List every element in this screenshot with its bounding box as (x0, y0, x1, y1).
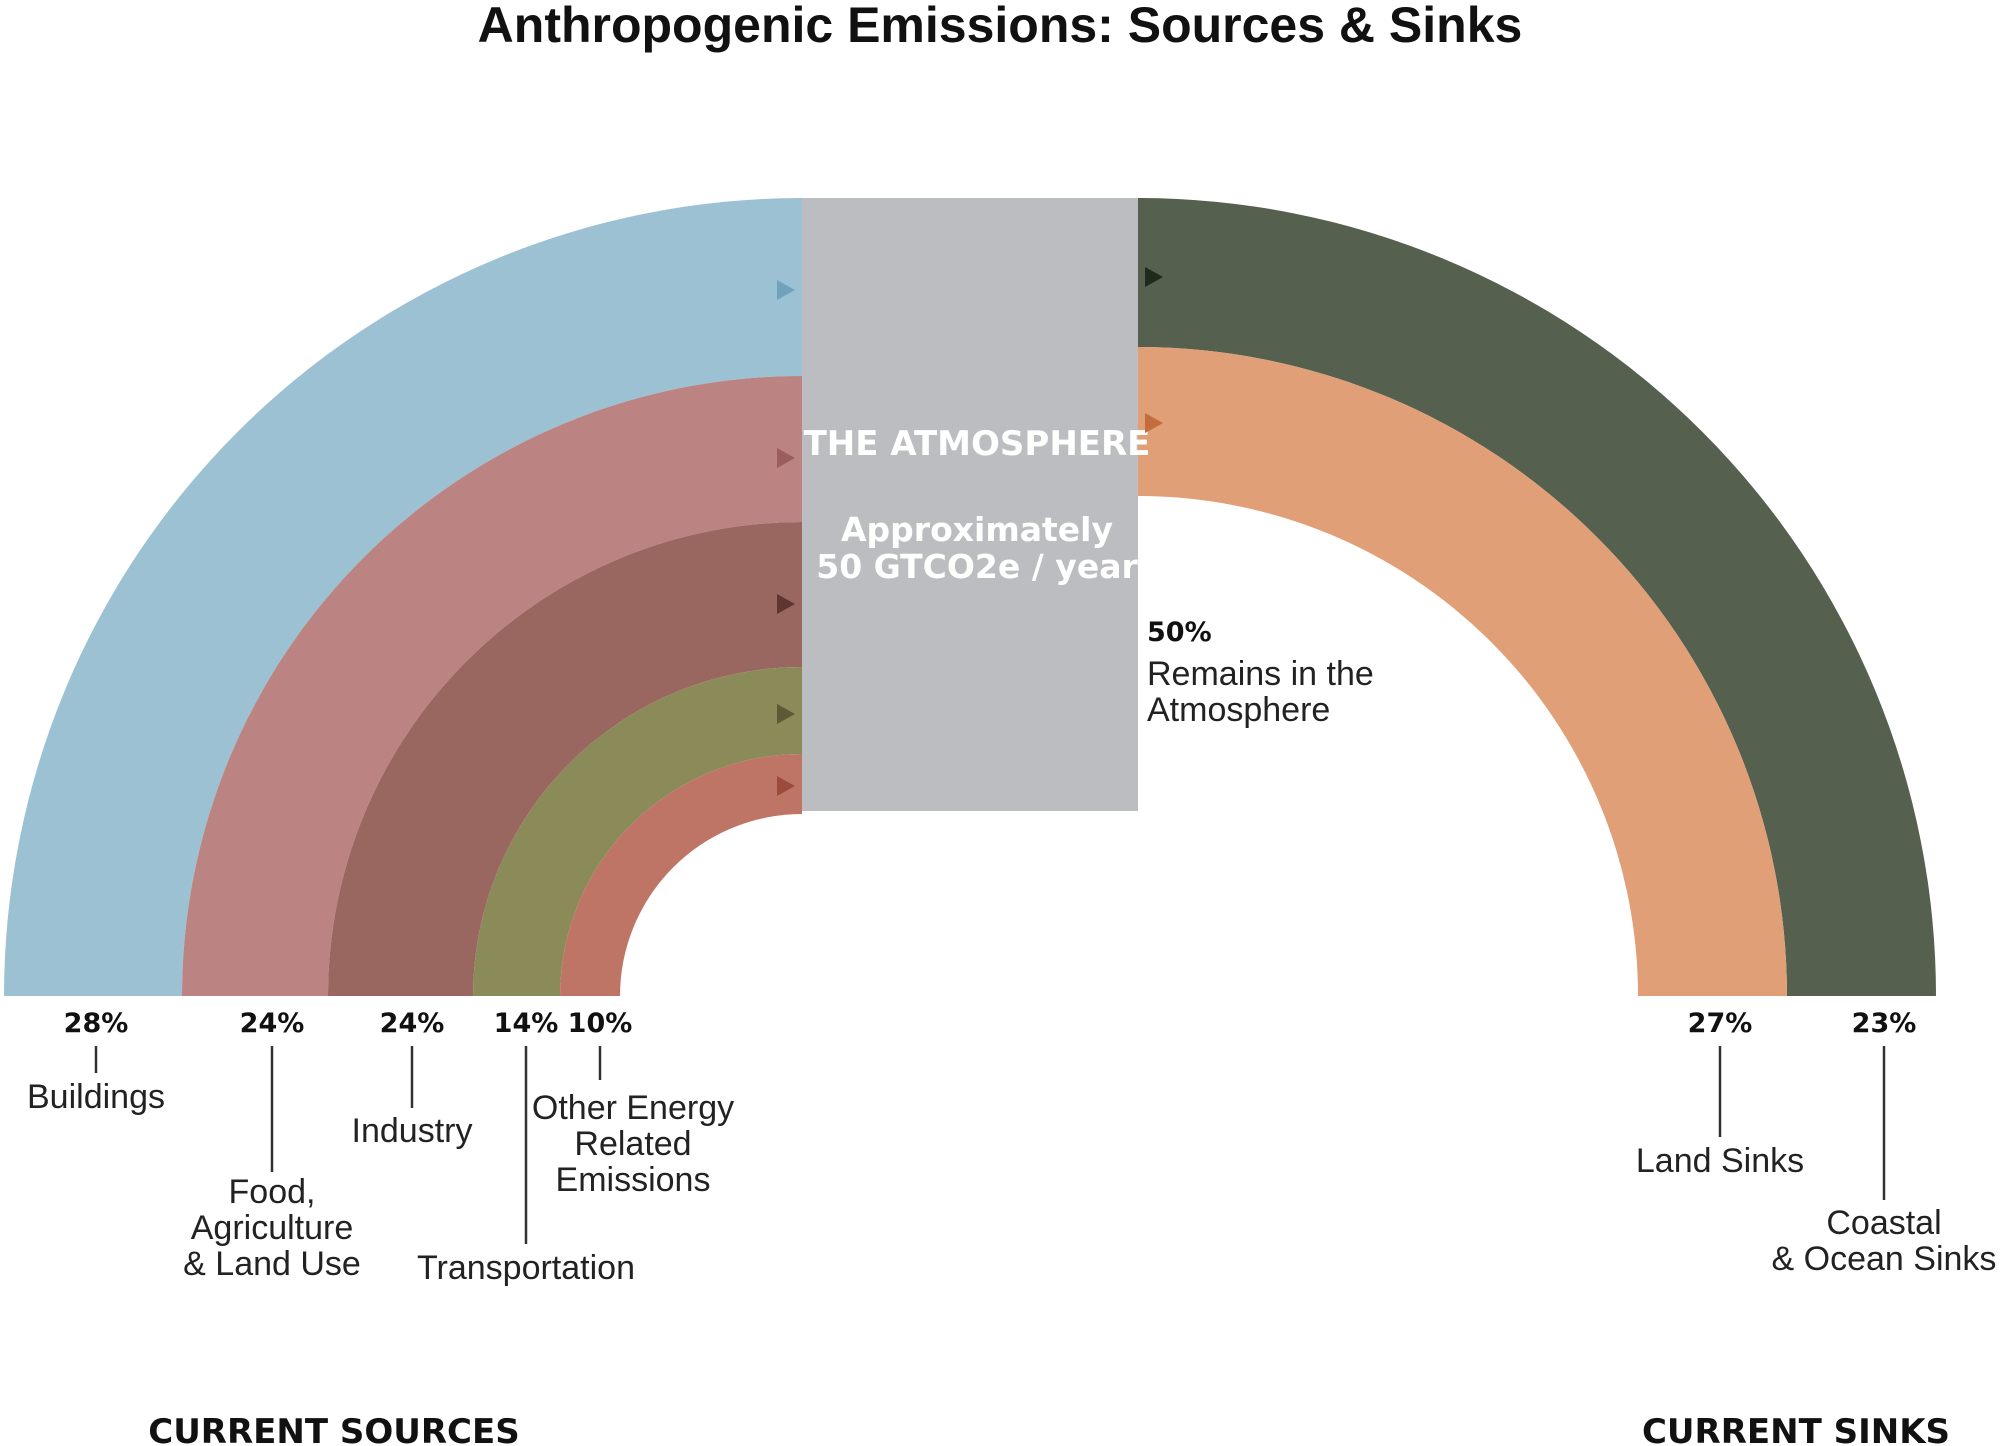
source-2-label-line-1: Food, (229, 1173, 316, 1211)
source-3-percent: 24% (380, 1008, 445, 1039)
source-arrow-3 (777, 594, 795, 614)
sink-arrow-1 (1145, 267, 1163, 287)
current-sinks-heading: CURRENT SINKS (1642, 1412, 1950, 1446)
sink-band-1 (1138, 198, 1936, 996)
source-arrow-2 (777, 448, 795, 468)
source-4-label-line-1: Transportation (417, 1249, 635, 1287)
source-4-percent: 14% (494, 1008, 559, 1039)
source-5-label-line-2: Related (574, 1125, 691, 1163)
sink-arrow-2 (1145, 413, 1163, 433)
source-band-2 (182, 376, 802, 996)
sink-2-percent: 27% (1688, 1008, 1753, 1039)
sink-1-label-line-1: Coastal (1826, 1204, 1941, 1242)
atmosphere-box: THE ATMOSPHERE Approximately 50 GTCO2e /… (802, 198, 1150, 811)
source-2-label-line-2: Agriculture (191, 1209, 354, 1247)
remains-label-line-2: Atmosphere (1147, 691, 1330, 729)
flow-arrows (777, 267, 1163, 796)
remains-annotation: 50% Remains in the Atmosphere (1147, 617, 1374, 729)
source-band-3 (328, 522, 802, 996)
page-title: Anthropogenic Emissions: Sources & Sinks (478, 0, 1523, 53)
source-band-4 (473, 667, 802, 996)
source-band-5 (560, 754, 802, 996)
band-labels: 28% Buildings 24% Food,Agriculture& Land Us… (27, 1008, 1996, 1287)
source-5-percent: 10% (568, 1008, 633, 1039)
source-bands (4, 198, 802, 996)
source-arrow-1 (777, 280, 795, 300)
source-1-label-line-1: Buildings (27, 1078, 165, 1116)
atmosphere-line1: Approximately (841, 510, 1113, 549)
source-5-label-line-1: Other Energy (532, 1089, 734, 1127)
source-arrow-4 (777, 704, 795, 724)
remains-label-line-1: Remains in the (1147, 655, 1374, 693)
atmosphere-line2: 50 GTCO2e / year (816, 547, 1138, 586)
atmosphere-title: THE ATMOSPHERE (804, 424, 1151, 464)
source-3-label-line-1: Industry (352, 1112, 473, 1150)
sink-bands (1138, 198, 1936, 996)
source-arrow-5 (777, 776, 795, 796)
sink-1-label-line-2: & Ocean Sinks (1772, 1240, 1997, 1278)
source-band-1 (4, 198, 802, 996)
source-5-label-line-3: Emissions (556, 1161, 711, 1199)
source-2-label-line-3: & Land Use (183, 1245, 361, 1283)
atmosphere-rect (802, 198, 1138, 811)
remains-percent: 50% (1147, 617, 1212, 648)
source-2-percent: 24% (240, 1008, 305, 1039)
sink-1-percent: 23% (1852, 1008, 1917, 1039)
sink-band-2 (1138, 347, 1787, 996)
source-1-percent: 28% (64, 1008, 129, 1039)
current-sources-heading: CURRENT SOURCES (148, 1412, 519, 1446)
sink-2-label-line-1: Land Sinks (1636, 1142, 1804, 1180)
